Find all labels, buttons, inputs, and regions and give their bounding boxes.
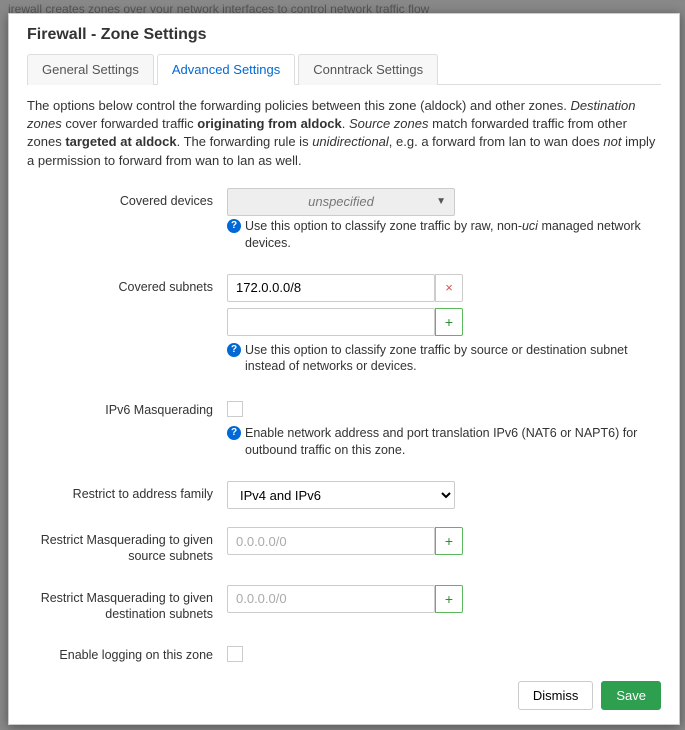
save-button[interactable]: Save [601, 681, 661, 710]
enable-logging-checkbox[interactable] [227, 646, 243, 662]
tabs: General Settings Advanced Settings Connt… [27, 54, 661, 85]
chevron-down-icon: ▼ [436, 196, 446, 207]
covered-devices-value: unspecified [308, 194, 374, 209]
tab-general[interactable]: General Settings [27, 54, 154, 85]
help-subnets: Use this option to classify zone traffic… [245, 342, 657, 376]
description-text: The options below control the forwarding… [27, 97, 661, 170]
zone-settings-modal: Firewall - Zone Settings General Setting… [8, 13, 680, 725]
subnet-add-button[interactable]: + [435, 308, 463, 336]
help-icon: ? [227, 219, 241, 233]
covered-devices-dropdown[interactable]: unspecified ▼ [227, 188, 455, 216]
label-restrict-dst: Restrict Masquerading to given destinati… [27, 585, 227, 623]
help-icon: ? [227, 343, 241, 357]
masq-dst-input[interactable] [227, 585, 435, 613]
tab-advanced[interactable]: Advanced Settings [157, 54, 295, 85]
tab-conntrack[interactable]: Conntrack Settings [298, 54, 438, 85]
masq-src-add-button[interactable]: + [435, 527, 463, 555]
masq-src-input[interactable] [227, 527, 435, 555]
label-ipv6-masq: IPv6 Masquerading [27, 397, 227, 473]
dismiss-button[interactable]: Dismiss [518, 681, 594, 710]
subnet-input-empty[interactable] [227, 308, 435, 336]
ipv6-masq-checkbox[interactable] [227, 401, 243, 417]
subnet-input-1[interactable] [227, 274, 435, 302]
label-restrict-src: Restrict Masquerading to given source su… [27, 527, 227, 565]
help-icon: ? [227, 426, 241, 440]
masq-dst-add-button[interactable]: + [435, 585, 463, 613]
help-devices: Use this option to classify zone traffic… [245, 218, 657, 252]
label-covered-subnets: Covered subnets [27, 274, 227, 390]
label-enable-logging: Enable logging on this zone [27, 642, 227, 663]
label-covered-devices: Covered devices [27, 188, 227, 266]
help-ipv6: Enable network address and port translat… [245, 425, 657, 459]
label-restrict-family: Restrict to address family [27, 481, 227, 509]
subnet-remove-button[interactable]: × [435, 274, 463, 302]
page-title: Firewall - Zone Settings [27, 26, 661, 44]
modal-footer: Dismiss Save [518, 681, 661, 710]
address-family-select[interactable]: IPv4 and IPv6 [227, 481, 455, 509]
